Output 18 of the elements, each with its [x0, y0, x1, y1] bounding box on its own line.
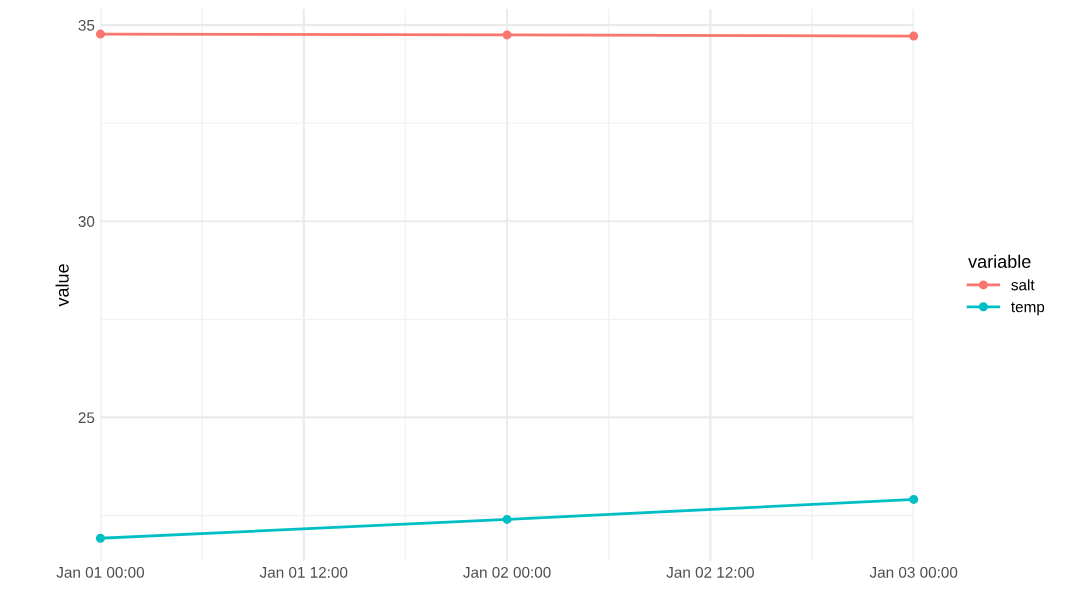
y-tick-label: 35: [78, 19, 95, 31]
point: [909, 494, 919, 504]
x-tick-label: Jan 01 12:00: [259, 566, 348, 578]
legend-label: temp: [1011, 302, 1045, 316]
x-tick-label: Jan 01 00:00: [56, 566, 145, 578]
y-axis-title: value: [55, 264, 69, 307]
y-tick-label: 30: [78, 216, 95, 227]
point: [502, 30, 512, 40]
x-tick-label: Jan 03 00:00: [869, 566, 958, 578]
point: [95, 29, 105, 39]
y-tick-label: 25: [78, 412, 95, 424]
legend-label: salt: [1011, 279, 1035, 291]
point: [502, 514, 512, 524]
legend-title: variable: [968, 254, 1031, 268]
point: [909, 31, 919, 41]
x-tick-label: Jan 02 00:00: [463, 566, 551, 578]
point: [95, 533, 105, 543]
x-tick-label: Jan 02 12:00: [666, 566, 754, 578]
